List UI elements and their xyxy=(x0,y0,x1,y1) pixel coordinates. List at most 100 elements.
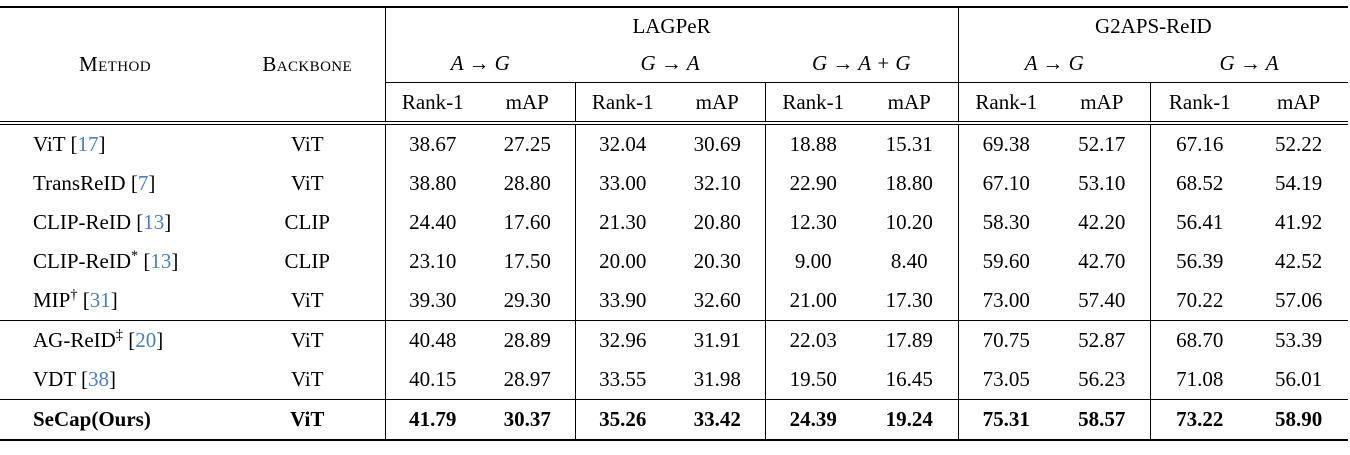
setting-header: A → G xyxy=(384,45,575,83)
value-cell: 30.37 xyxy=(480,399,575,440)
header-group-row: Method Backbone LAGPeR G2APS-ReID xyxy=(0,7,1349,125)
value-cell: 41.92 xyxy=(1274,210,1323,234)
citation-link[interactable]: 20 xyxy=(135,328,157,352)
method-cell: ViT [17] xyxy=(33,132,106,156)
value-cell: 27.25 xyxy=(503,132,551,156)
value-cell: 69.38 xyxy=(957,123,1055,164)
results-table-wrapper: Method Backbone LAGPeR G2APS-ReID A → G … xyxy=(0,6,1349,441)
backbone-cell: ViT xyxy=(290,367,324,391)
metric-header: Rank-1 xyxy=(1149,82,1250,125)
value-cell: 57.40 xyxy=(1078,288,1126,312)
backbone-cell: ViT xyxy=(290,132,324,156)
value-cell: 19.24 xyxy=(861,399,959,440)
value-cell: 15.31 xyxy=(885,132,933,156)
value-cell: 28.97 xyxy=(503,367,551,391)
value-cell: 42.20 xyxy=(1078,210,1126,234)
value-cell: 40.15 xyxy=(384,360,480,400)
value-cell: 20.30 xyxy=(693,249,741,273)
value-cell: 39.30 xyxy=(384,281,480,321)
value-cell: 19.50 xyxy=(764,360,861,400)
method-cell: CLIP-ReID* [13] xyxy=(33,248,179,273)
citation-link[interactable]: 17 xyxy=(77,132,99,156)
value-cell: 68.52 xyxy=(1149,164,1250,203)
value-cell: 22.90 xyxy=(764,164,861,203)
table-row: CLIP-ReID [13] CLIP 24.40 17.60 21.30 20.80 12… xyxy=(0,203,1348,242)
column-header-method: Method xyxy=(0,7,230,125)
citation-link[interactable]: 38 xyxy=(88,367,110,391)
value-cell: 31.91 xyxy=(670,320,765,360)
column-header-backbone: Backbone xyxy=(230,7,385,125)
method-name: ViT xyxy=(33,132,66,156)
value-cell: 18.88 xyxy=(764,123,861,164)
value-cell: 40.48 xyxy=(384,320,480,360)
backbone-cell: ViT xyxy=(290,171,324,195)
method-name: TransReID xyxy=(33,171,126,195)
table-row: TransReID [7] ViT 38.80 28.80 33.00 32.10 22.9… xyxy=(0,164,1348,203)
setting-header: G → A xyxy=(1150,45,1349,83)
method-cell: TransReID [7] xyxy=(33,171,156,195)
value-cell: 73.22 xyxy=(1149,399,1250,440)
backbone-cell: ViT xyxy=(290,288,324,312)
value-cell: 22.03 xyxy=(764,320,861,360)
value-cell: 54.19 xyxy=(1274,171,1323,195)
value-cell: 28.80 xyxy=(503,171,551,195)
table-row: SeCap(Ours) ViT 41.79 30.37 35.26 33.42 24.39 1… xyxy=(0,399,1349,440)
method-name: AG-ReID xyxy=(33,328,116,352)
value-cell: 32.04 xyxy=(574,123,670,164)
value-cell: 53.10 xyxy=(1078,171,1126,195)
method-cell: CLIP-ReID [13] xyxy=(33,210,172,234)
method-marker: * xyxy=(131,248,139,264)
backbone-cell: ViT xyxy=(230,320,385,360)
value-cell: 18.80 xyxy=(885,171,933,195)
value-cell: 17.60 xyxy=(503,210,551,234)
value-cell: 58.90 xyxy=(1249,399,1349,440)
value-cell: 32.10 xyxy=(693,171,741,195)
header-setting-row: A → G G → A G → A + G A → G G → A xyxy=(0,45,1349,83)
value-cell: 56.23 xyxy=(1078,367,1126,391)
metric-header: mAP xyxy=(670,82,765,125)
citation-link[interactable]: 31 xyxy=(89,288,111,312)
value-cell: 53.39 xyxy=(1249,320,1349,360)
value-cell: 12.30 xyxy=(764,203,861,242)
table-row: MIP† [31] ViT 39.30 29.30 33.90 32.60 21.00 17.… xyxy=(0,281,1348,321)
value-cell: 52.87 xyxy=(1054,320,1151,360)
citation-link[interactable]: 13 xyxy=(143,210,165,234)
table-body: ViT [17] ViT 38.67 27.25 32.04 30.69 18.88 15.3… xyxy=(0,123,1349,440)
value-cell: 21.00 xyxy=(764,281,861,321)
backbone-cell: CLIP xyxy=(284,249,330,273)
value-cell: 41.79 xyxy=(384,399,480,440)
value-cell: 24.39 xyxy=(764,399,861,440)
method-marker: ‡ xyxy=(115,327,123,343)
value-cell: 59.60 xyxy=(957,242,1055,281)
table-row: ViT [17] ViT 38.67 27.25 32.04 30.69 18.88 15.3… xyxy=(0,123,1348,164)
metric-header: Rank-1 xyxy=(384,82,480,125)
value-cell: 73.00 xyxy=(957,281,1055,321)
method-cell: SeCap(Ours) xyxy=(0,399,230,440)
setting-header: G → A xyxy=(575,45,765,83)
value-cell: 21.30 xyxy=(574,203,670,242)
value-cell: 71.08 xyxy=(1149,360,1250,400)
value-cell: 33.55 xyxy=(574,360,670,400)
table-row: VDT [38] ViT 40.15 28.97 33.55 31.98 19.50 16.4… xyxy=(0,360,1348,400)
backbone-cell: CLIP xyxy=(284,210,330,234)
value-cell: 35.26 xyxy=(574,399,670,440)
value-cell: 38.67 xyxy=(384,123,480,164)
setting-header: G → A + G xyxy=(765,45,959,83)
value-cell: 38.80 xyxy=(384,164,480,203)
value-cell: 33.90 xyxy=(574,281,670,321)
method-name: CLIP-ReID xyxy=(33,210,131,234)
method-cell: VDT [38] xyxy=(33,367,117,391)
metric-header: mAP xyxy=(1054,82,1151,125)
dataset-header-lagper: LAGPeR xyxy=(384,7,959,45)
value-cell: 32.96 xyxy=(574,320,670,360)
backbone-cell: ViT xyxy=(230,399,385,440)
value-cell: 31.98 xyxy=(693,367,741,391)
method-name: SeCap(Ours) xyxy=(33,407,151,431)
metric-header: Rank-1 xyxy=(957,82,1055,125)
value-cell: 24.40 xyxy=(384,203,480,242)
value-cell: 42.70 xyxy=(1078,249,1126,273)
value-cell: 17.30 xyxy=(885,288,933,312)
citation-link[interactable]: 13 xyxy=(150,249,172,273)
value-cell: 73.05 xyxy=(957,360,1055,400)
citation-link[interactable]: 7 xyxy=(137,171,149,195)
